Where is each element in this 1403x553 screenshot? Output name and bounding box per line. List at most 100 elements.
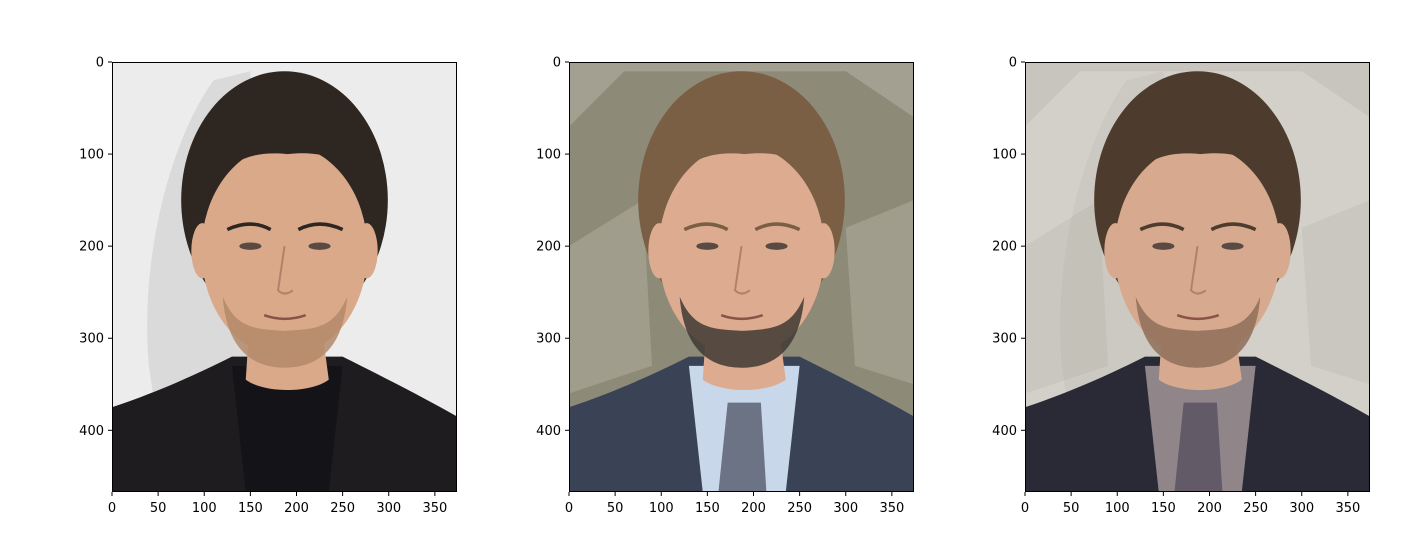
beard-shape [679, 296, 805, 368]
x-tick-label: 50 [1063, 501, 1080, 516]
tie-shape [718, 402, 767, 492]
x-tick-label: 50 [607, 501, 624, 516]
eye-right [308, 242, 331, 250]
y-tick-label: 100 [536, 148, 561, 163]
ear-shape [355, 223, 378, 279]
x-tick-label: 300 [833, 501, 858, 516]
hair-shape [1094, 71, 1301, 330]
x-tick-label: 50 [150, 501, 167, 516]
blend-layer [1025, 62, 1370, 492]
ear-shape [191, 223, 214, 279]
y-tick-label: 400 [79, 424, 104, 439]
ear-shape [1104, 223, 1127, 279]
shirt-shape [231, 365, 343, 492]
hair-top-shape [1113, 75, 1285, 224]
nose-shape [1189, 246, 1207, 295]
axes-frame [569, 62, 914, 492]
ear-shape [1268, 223, 1291, 279]
portrait-1 [112, 62, 457, 492]
wall-shape [569, 62, 914, 127]
eye-right [1221, 242, 1244, 250]
wall-shape [845, 200, 914, 385]
eye-left [1152, 242, 1175, 250]
y-tick-label: 300 [79, 332, 104, 347]
image-panel-3: 0 100 200 300 400 0 50 100 150 200 250 300 350 [992, 56, 1370, 516]
x-tick-label: 200 [284, 501, 309, 516]
x-tick-label: 350 [879, 501, 904, 516]
ear-shape [648, 223, 671, 279]
eyebrow-right [1210, 222, 1257, 232]
mouth-shape [1176, 314, 1220, 321]
y-tick-label: 200 [536, 240, 561, 255]
y-tick-label: 100 [992, 148, 1017, 163]
wall-shape [1025, 62, 1370, 127]
x-tick-label: 250 [787, 501, 812, 516]
y-tick-label: 100 [79, 148, 104, 163]
portrait-blend [1025, 62, 1370, 492]
mouth-shape [1176, 314, 1220, 321]
y-tick-label: 400 [536, 424, 561, 439]
y-tick-label: 0 [96, 56, 104, 71]
face-shape [1114, 144, 1281, 357]
hair-top-shape [657, 75, 829, 224]
eyebrow-left [1139, 222, 1185, 232]
mouth-shape [720, 314, 764, 321]
x-tick-label: 150 [238, 501, 263, 516]
x-tick-label: 250 [1243, 501, 1268, 516]
y-tick-label: 200 [992, 240, 1017, 255]
y-tick-label: 300 [536, 332, 561, 347]
hair-top-shape [1113, 75, 1285, 224]
eyebrow-left [1139, 222, 1185, 232]
wall-shape [1301, 200, 1370, 385]
x-tick-label: 300 [1289, 501, 1314, 516]
image-panel-1: 0 100 200 300 400 0 50 100 150 200 250 300 350 [79, 56, 457, 516]
x-tick-label: 100 [1105, 501, 1130, 516]
mouth-shape [263, 314, 307, 321]
axes-frame [1025, 62, 1370, 492]
x-tick-label: 150 [1151, 501, 1176, 516]
eye-left [239, 242, 262, 250]
x-tick-label: 100 [649, 501, 674, 516]
x-tick-label: 0 [108, 501, 116, 516]
x-tick-label: 300 [376, 501, 401, 516]
axes-frame [112, 62, 457, 492]
x-tick-label: 350 [1335, 501, 1360, 516]
y-tick-label: 200 [79, 240, 104, 255]
x-tick-label: 0 [1021, 501, 1029, 516]
image-clip [569, 62, 914, 492]
eyebrow-right [1210, 222, 1257, 232]
eye-left [696, 242, 719, 250]
nose-shape [733, 246, 751, 295]
ear-shape [1104, 223, 1127, 279]
x-tick-label: 200 [741, 501, 766, 516]
x-tick-label: 200 [1197, 501, 1222, 516]
tie-shape [1174, 402, 1223, 492]
beard-shape [1135, 296, 1261, 368]
beard-shape [222, 296, 348, 368]
nose-shape [276, 246, 294, 295]
x-tick-label: 350 [422, 501, 447, 516]
image-background [1025, 62, 1370, 492]
hair-top-shape [200, 75, 372, 224]
y-tick-label: 0 [1009, 56, 1017, 71]
eye-right [1221, 242, 1244, 250]
blend-overlay [1025, 62, 1370, 492]
x-tick-label: 250 [330, 501, 355, 516]
eyebrow-right [297, 222, 344, 232]
image-panel-2: 0 100 200 300 400 0 50 100 150 200 250 300 350 [536, 56, 914, 516]
eyebrow-left [226, 222, 272, 232]
x-tick-label: 150 [695, 501, 720, 516]
x-tick-label: 100 [192, 501, 217, 516]
shadow-shape [1060, 71, 1173, 492]
y-tick-label: 300 [992, 332, 1017, 347]
ear-shape [812, 223, 835, 279]
y-tick-label: 400 [992, 424, 1017, 439]
y-tick-label: 0 [553, 56, 561, 71]
nose-shape [1189, 246, 1207, 295]
eyebrow-right [754, 222, 801, 232]
ear-shape [1268, 223, 1291, 279]
eyebrow-left [683, 222, 729, 232]
image-clip [1025, 62, 1370, 492]
beard-shape [1135, 296, 1261, 368]
